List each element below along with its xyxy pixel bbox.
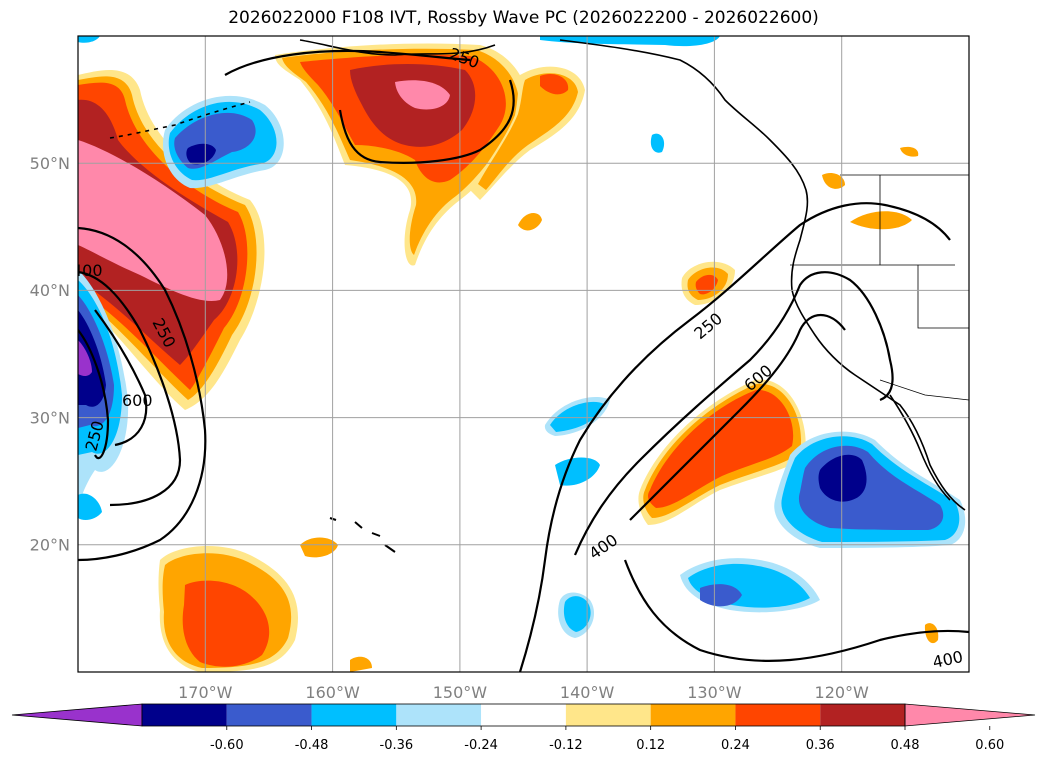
negative-anomaly-region-subtropical <box>563 596 591 632</box>
colorbar: -0.60 -0.48 -0.36 -0.24 -0.12 0.12 0.24 0.36 0.4… <box>11 703 1036 753</box>
north-american-coastline <box>559 39 966 511</box>
lon-tick-label: 150°W <box>433 683 488 702</box>
longitude-labels: 170°W 160°W 150°W 140°W 130°W 120°W <box>178 683 869 702</box>
negative-anomaly-region-aleutian <box>186 143 216 165</box>
colorbar-extend-min <box>11 703 143 727</box>
positive-anomaly-region-land <box>900 146 919 157</box>
ivt-contour-600-west <box>94 309 148 447</box>
colorbar-segment <box>481 704 566 726</box>
positive-anomaly-region-south <box>924 623 939 644</box>
positive-anomaly-region-south <box>300 537 338 558</box>
colorbar-tick-label: 0.48 <box>891 738 920 753</box>
positive-anomaly-region-south <box>350 656 372 672</box>
colorbar-tick-label: -0.48 <box>295 738 329 753</box>
ivt-contour-250-west-inner <box>78 329 110 460</box>
map-frame <box>77 35 970 673</box>
negative-anomaly-region-subtropical <box>555 457 600 486</box>
colorbar-tick-label: 0.12 <box>636 738 665 753</box>
lat-tick-label: 20°N <box>30 536 70 555</box>
ivt-contour-250-gulf <box>224 49 515 164</box>
positive-anomaly-region-subtropical <box>648 389 794 508</box>
negative-anomaly-region-subtropical <box>550 401 604 432</box>
political-boundaries <box>790 174 969 401</box>
baja-coastline <box>889 394 951 501</box>
lon-tick-label: 160°W <box>305 683 360 702</box>
lon-tick-label: 170°W <box>178 683 233 702</box>
latitude-labels: 20°N 30°N 40°N 50°N <box>30 154 70 555</box>
positive-anomaly-region-gulf-of-alaska <box>518 213 542 231</box>
contour-label: 600 <box>122 391 153 410</box>
map-title: 2026022000 F108 IVT, Rossby Wave PC (202… <box>228 8 819 28</box>
colorbar-segment <box>396 704 482 726</box>
negative-anomaly-region-subtropical <box>700 584 742 607</box>
gridlines <box>78 36 969 672</box>
ivt-contour-600-east <box>629 314 846 521</box>
positive-anomaly-region-south <box>182 580 270 667</box>
negative-anomaly-region-west <box>78 493 102 520</box>
colorbar-tick-label: -0.12 <box>549 738 583 753</box>
colorbar-tick-label: 0.24 <box>721 738 750 753</box>
colorbar-outline <box>141 703 906 727</box>
alaska-coastline <box>299 39 496 56</box>
negative-anomaly-region-west <box>78 310 106 407</box>
lon-tick-label: 120°W <box>815 683 870 702</box>
aleutian-islands <box>109 101 251 139</box>
ivt-contour-400-east-outer <box>623 559 969 662</box>
contour-label: 400 <box>72 261 103 280</box>
positive-anomaly-region-gulf-of-alaska <box>540 73 569 95</box>
positive-anomaly-region-land <box>850 211 912 230</box>
colorbar-tick-label: -0.36 <box>380 738 414 753</box>
colorbar-extend-max <box>904 703 1036 727</box>
us-state-border <box>790 175 969 329</box>
ivt-contour-400-east <box>573 271 894 556</box>
negative-anomaly-region-west <box>78 340 92 376</box>
ivt-contour-250-west <box>78 226 207 562</box>
colorbar-segment <box>226 704 312 726</box>
colorbar-tick-label: 0.60 <box>975 738 1004 753</box>
positive-anomaly-region-northwest <box>78 140 228 301</box>
colorbar-segment <box>820 704 905 726</box>
colorbar-segment <box>650 704 736 726</box>
positive-anomaly-region-gulf-of-alaska <box>395 80 450 110</box>
positive-anomaly-region-gulf-of-alaska <box>478 73 578 190</box>
ivt-contour-250-east <box>518 202 951 672</box>
negative-anomaly-region-subtropical <box>818 454 867 502</box>
ivt-shading <box>78 36 966 672</box>
lon-tick-label: 140°W <box>560 683 615 702</box>
colorbar-tick-label: -0.60 <box>210 738 244 753</box>
colorbar-segment <box>735 704 821 726</box>
mexico-border <box>879 379 969 401</box>
colorbar-tick-label: -0.24 <box>464 738 498 753</box>
negative-anomaly-region-north <box>540 36 720 47</box>
lat-tick-label: 50°N <box>30 154 70 173</box>
colorbar-segment <box>142 704 227 726</box>
colorbar-segment <box>311 704 397 726</box>
negative-anomaly-region-north <box>78 36 100 43</box>
map-layers: 250 400 250 600 250 250 600 400 400 <box>72 36 969 672</box>
lat-tick-label: 30°N <box>30 408 70 427</box>
ivt-contour-400-west <box>78 270 182 507</box>
positive-anomaly-region-northeast <box>695 274 718 295</box>
colorbar-segment <box>565 704 651 726</box>
negative-anomaly-region-subtropical <box>650 133 665 153</box>
lon-tick-label: 130°W <box>687 683 742 702</box>
ivt-contours <box>78 49 969 672</box>
colorbar-tick-label: 0.36 <box>806 738 835 753</box>
lat-tick-label: 40°N <box>30 281 70 300</box>
positive-anomaly-region-land <box>822 173 845 189</box>
